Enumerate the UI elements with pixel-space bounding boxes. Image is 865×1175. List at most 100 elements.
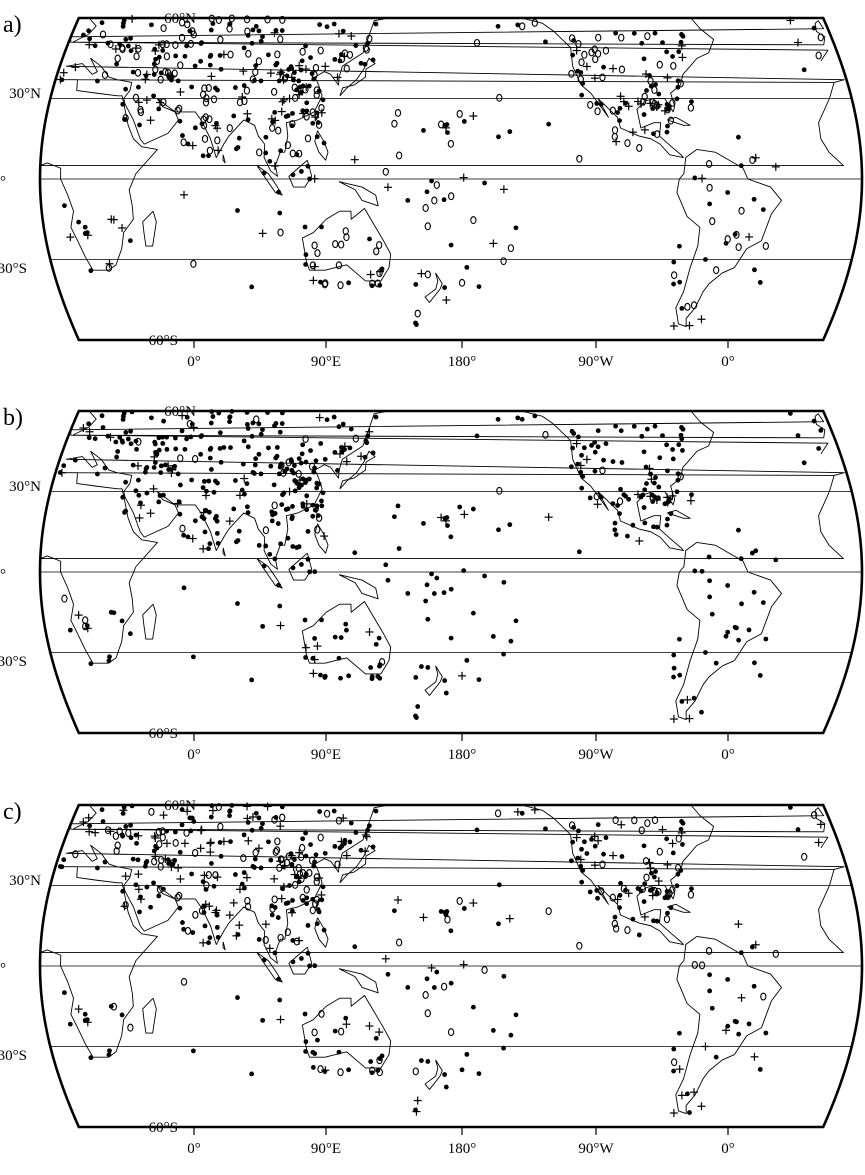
station-dot bbox=[302, 1011, 308, 1017]
station-open-circle bbox=[274, 837, 281, 846]
station-dot bbox=[644, 88, 649, 93]
station-open-circle bbox=[735, 243, 742, 252]
station-dot bbox=[424, 976, 430, 982]
station-dot bbox=[119, 1012, 125, 1018]
station-dot bbox=[751, 983, 757, 989]
station-open-circle bbox=[226, 24, 233, 33]
station-open-circle bbox=[687, 103, 695, 112]
station-dot bbox=[470, 506, 476, 512]
station-dot bbox=[631, 30, 637, 36]
station-dot bbox=[298, 67, 304, 73]
station-dot bbox=[461, 568, 467, 573]
station-dot bbox=[569, 858, 574, 864]
station-dot bbox=[684, 1091, 690, 1097]
station-dot bbox=[214, 518, 220, 524]
station-dot bbox=[418, 664, 424, 669]
latitude-label: 0° bbox=[0, 961, 6, 977]
station-dot bbox=[204, 488, 209, 494]
station-open-circle bbox=[158, 855, 165, 864]
station-dot bbox=[231, 113, 237, 119]
station-dot bbox=[346, 673, 352, 679]
station-dot bbox=[235, 208, 240, 213]
station-dot bbox=[284, 466, 290, 472]
station-open-circle bbox=[159, 40, 166, 49]
station-dot bbox=[448, 928, 454, 934]
station-open-circle bbox=[274, 50, 281, 59]
station-dot bbox=[88, 1055, 94, 1061]
station-dot bbox=[184, 414, 190, 420]
station-dot bbox=[130, 462, 136, 468]
station-dot bbox=[501, 579, 507, 585]
longitude-label: 90°W bbox=[578, 747, 614, 763]
station-dot bbox=[648, 83, 654, 89]
station-dot bbox=[314, 134, 320, 140]
station-dot bbox=[578, 70, 584, 75]
station-open-circle bbox=[314, 525, 321, 534]
station-dot bbox=[228, 445, 233, 450]
station-open-circle bbox=[190, 30, 197, 39]
station-dot bbox=[749, 550, 755, 556]
station-dot bbox=[365, 40, 371, 46]
station-dot bbox=[508, 638, 514, 644]
station-dot bbox=[253, 456, 259, 462]
station-open-circle bbox=[279, 813, 286, 822]
station-dot bbox=[376, 635, 382, 641]
station-open-circle bbox=[137, 108, 145, 117]
station-dot bbox=[179, 822, 185, 828]
station-dot bbox=[642, 520, 648, 526]
station-open-circle bbox=[177, 61, 184, 70]
station-open-circle bbox=[470, 216, 477, 225]
station-dot bbox=[678, 39, 684, 45]
station-dot bbox=[444, 122, 450, 127]
station-dot bbox=[106, 658, 112, 664]
station-dot bbox=[164, 446, 170, 452]
station-dot bbox=[215, 934, 221, 940]
station-dot bbox=[392, 514, 397, 520]
station-dot bbox=[751, 196, 757, 202]
coastline bbox=[142, 210, 157, 247]
station-dot bbox=[448, 242, 454, 248]
station-dot bbox=[190, 930, 196, 935]
station-dot bbox=[738, 950, 744, 956]
station-open-circle bbox=[395, 938, 403, 947]
station-dot bbox=[671, 1046, 677, 1052]
station-open-circle bbox=[289, 149, 296, 158]
station-dot bbox=[595, 428, 601, 434]
station-dot bbox=[623, 493, 628, 499]
station-dot bbox=[123, 508, 129, 514]
station-dot bbox=[707, 201, 713, 207]
latitude-label: 60°N bbox=[164, 404, 196, 420]
station-dot bbox=[111, 610, 117, 616]
station-open-circle bbox=[531, 18, 538, 27]
station-dot bbox=[305, 529, 311, 534]
station-dot bbox=[153, 56, 158, 62]
station-open-circle bbox=[160, 98, 167, 107]
station-dot bbox=[292, 857, 297, 862]
station-open-circle bbox=[575, 39, 582, 48]
station-dot bbox=[749, 944, 755, 950]
longitude-label: 0° bbox=[187, 1141, 201, 1157]
station-dot bbox=[128, 428, 133, 434]
station-dot bbox=[752, 660, 757, 666]
station-dot bbox=[236, 528, 242, 534]
station-dot bbox=[370, 450, 376, 456]
station-open-circle bbox=[252, 848, 259, 857]
station-open-circle bbox=[271, 501, 278, 510]
station-dot bbox=[143, 466, 149, 472]
coastline bbox=[70, 413, 826, 439]
station-dot bbox=[62, 203, 67, 209]
station-dot bbox=[303, 477, 309, 483]
station-open-circle bbox=[591, 45, 598, 54]
station-open-circle bbox=[424, 222, 431, 231]
latitude-label: 30°S bbox=[0, 1048, 27, 1064]
station-dot bbox=[185, 534, 191, 540]
station-open-circle bbox=[302, 85, 309, 94]
station-dot bbox=[172, 829, 178, 835]
station-open-circle bbox=[269, 123, 276, 132]
station-dot bbox=[680, 33, 686, 39]
coastline bbox=[222, 547, 226, 557]
station-open-circle bbox=[667, 116, 675, 125]
station-dot bbox=[610, 501, 616, 507]
station-dot bbox=[612, 527, 618, 533]
station-open-circle bbox=[313, 878, 320, 886]
